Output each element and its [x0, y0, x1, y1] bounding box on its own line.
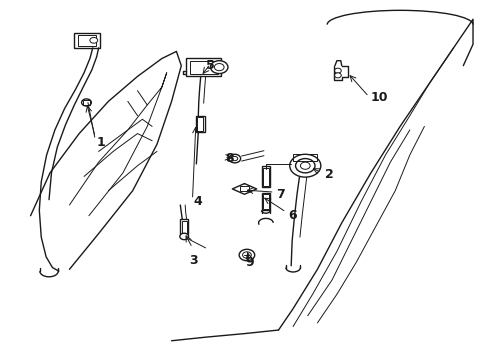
Circle shape	[180, 233, 188, 240]
Bar	[263, 194, 268, 209]
Circle shape	[289, 154, 320, 177]
Bar	[180, 219, 188, 234]
Circle shape	[90, 37, 98, 43]
Text: 9: 9	[244, 256, 253, 269]
Bar	[197, 117, 203, 131]
Circle shape	[295, 158, 314, 173]
Circle shape	[334, 68, 341, 73]
Circle shape	[334, 73, 341, 78]
Text: 5: 5	[205, 59, 214, 72]
Bar	[182, 221, 186, 233]
Bar	[261, 166, 270, 187]
Bar	[189, 61, 217, 74]
Bar	[186, 58, 221, 76]
Bar	[263, 168, 268, 186]
Text: 8: 8	[224, 152, 233, 165]
Bar	[83, 100, 90, 105]
Bar	[239, 186, 249, 192]
Bar	[196, 116, 204, 132]
Text: 1: 1	[96, 136, 105, 149]
Bar	[78, 35, 96, 46]
Circle shape	[231, 157, 237, 161]
Circle shape	[242, 252, 251, 258]
Text: 2: 2	[324, 168, 333, 181]
Circle shape	[214, 64, 224, 71]
Text: 10: 10	[370, 91, 387, 104]
Circle shape	[81, 99, 91, 106]
Text: 7: 7	[276, 188, 285, 201]
Bar	[74, 33, 100, 48]
Circle shape	[210, 61, 227, 73]
Text: 4: 4	[193, 195, 202, 208]
Circle shape	[300, 162, 309, 169]
Bar	[292, 154, 317, 161]
Circle shape	[228, 154, 240, 163]
Circle shape	[239, 249, 254, 261]
Bar	[261, 193, 270, 210]
Text: 6: 6	[287, 209, 296, 222]
Text: 3: 3	[189, 254, 197, 267]
